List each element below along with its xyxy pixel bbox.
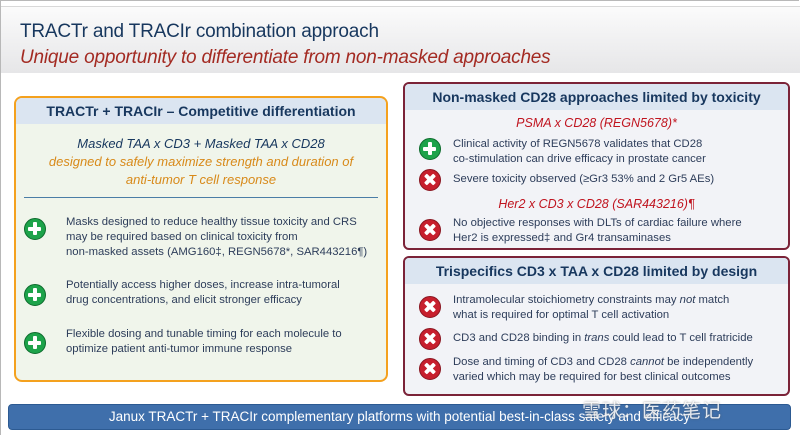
item-text: what is required for optimal T cell acti…	[453, 309, 670, 321]
list-item: Dose and timing of CD3 and CD28 cannot b…	[419, 356, 754, 385]
group-title-regn5678: PSMA x CD28 (REGN5678)*	[516, 116, 677, 130]
list-item: Intramolecular stoichiometry constraints…	[419, 294, 730, 323]
cross-icon	[419, 296, 441, 318]
item-text: Severe toxicity observed (≥Gr3 53% and 2…	[453, 173, 715, 185]
list-item: Masks designed to reduce healthy tissue …	[24, 216, 368, 260]
plus-icon	[24, 218, 46, 240]
item-text: match	[695, 294, 730, 306]
item-text: may be required based on clinical toxici…	[66, 231, 298, 243]
group-title-sar443216: Her2 x CD3 x CD28 (SAR443216)¶	[498, 197, 695, 211]
item-text: be independently	[664, 356, 754, 368]
lead-line-masked: Masked TAA x CD3 + Masked TAA x CD28	[77, 136, 325, 151]
cross-icon	[419, 169, 441, 191]
item-text: Masks designed to reduce healthy tissue …	[66, 216, 357, 228]
plus-icon	[419, 138, 441, 160]
item-emphasis: not	[679, 294, 696, 306]
item-text: Clinical activity of REGN5678 validates …	[453, 138, 703, 150]
slide-header: TRACTr and TRACIr combination approach U…	[1, 6, 800, 73]
list-item: Severe toxicity observed (≥Gr3 53% and 2…	[419, 169, 714, 191]
list-item: CD3 and CD28 binding in trans could lead…	[419, 328, 753, 350]
slide-title: TRACTr and TRACIr combination approach	[20, 21, 379, 42]
item-text: could lead to T cell fratricide	[609, 332, 753, 344]
item-text: CD3 and CD28 binding in	[453, 332, 585, 344]
item-text: Dose and timing of CD3 and CD28	[453, 356, 631, 368]
list-item: Potentially access higher doses, increas…	[24, 279, 340, 308]
list-item: No objective responses with DLTs of card…	[419, 217, 742, 246]
box-heading: Non-masked CD28 approaches limited by to…	[405, 84, 788, 110]
plus-icon	[24, 332, 46, 354]
item-text: Potentially access higher doses, increas…	[66, 279, 340, 291]
item-emphasis: trans	[584, 332, 610, 344]
item-text: optimize patient anti-tumor immune respo…	[66, 343, 293, 355]
list-item: Flexible dosing and tunable timing for e…	[24, 328, 342, 357]
item-text: non-masked assets (AMG160‡, REGN5678*, S…	[66, 246, 368, 258]
conclusion-banner: Janux TRACTr + TRACIr complementary plat…	[8, 404, 791, 430]
item-text: Flexible dosing and tunable timing for e…	[66, 328, 342, 340]
list-item: Clinical activity of REGN5678 validates …	[419, 138, 706, 167]
slide-subtitle: Unique opportunity to differentiate from…	[20, 47, 551, 68]
lead-line-designed: designed to safely maximize strength and…	[48, 154, 354, 187]
trispecifics-box: Trispecifics CD3 x TAA x CD28 limited by…	[403, 256, 790, 396]
divider	[24, 197, 378, 198]
cross-icon	[419, 358, 441, 380]
non-masked-cd28-box: Non-masked CD28 approaches limited by to…	[403, 82, 790, 250]
plus-icon	[24, 284, 46, 306]
item-text: drug concentrations, and elicit stronger…	[66, 294, 302, 306]
item-text: Her2 is expressed‡ and Gr4 transaminases	[453, 232, 671, 244]
cross-icon	[419, 328, 441, 350]
item-text: No objective responses with DLTs of card…	[453, 217, 742, 229]
box-heading: TRACTr + TRACIr – Competitive differenti…	[16, 98, 386, 124]
cross-icon	[419, 219, 441, 241]
item-text: Intramolecular stoichiometry constraints…	[453, 294, 680, 306]
box-heading: Trispecifics CD3 x TAA x CD28 limited by…	[405, 258, 788, 284]
item-emphasis: cannot	[630, 356, 664, 368]
item-text: varied which may be required for best cl…	[453, 371, 731, 383]
item-text: co-stimulation can drive efficacy in pro…	[453, 153, 706, 165]
competitive-differentiation-box: TRACTr + TRACIr – Competitive differenti…	[14, 96, 388, 382]
watermark: 雪球：医药笔记	[582, 401, 723, 422]
